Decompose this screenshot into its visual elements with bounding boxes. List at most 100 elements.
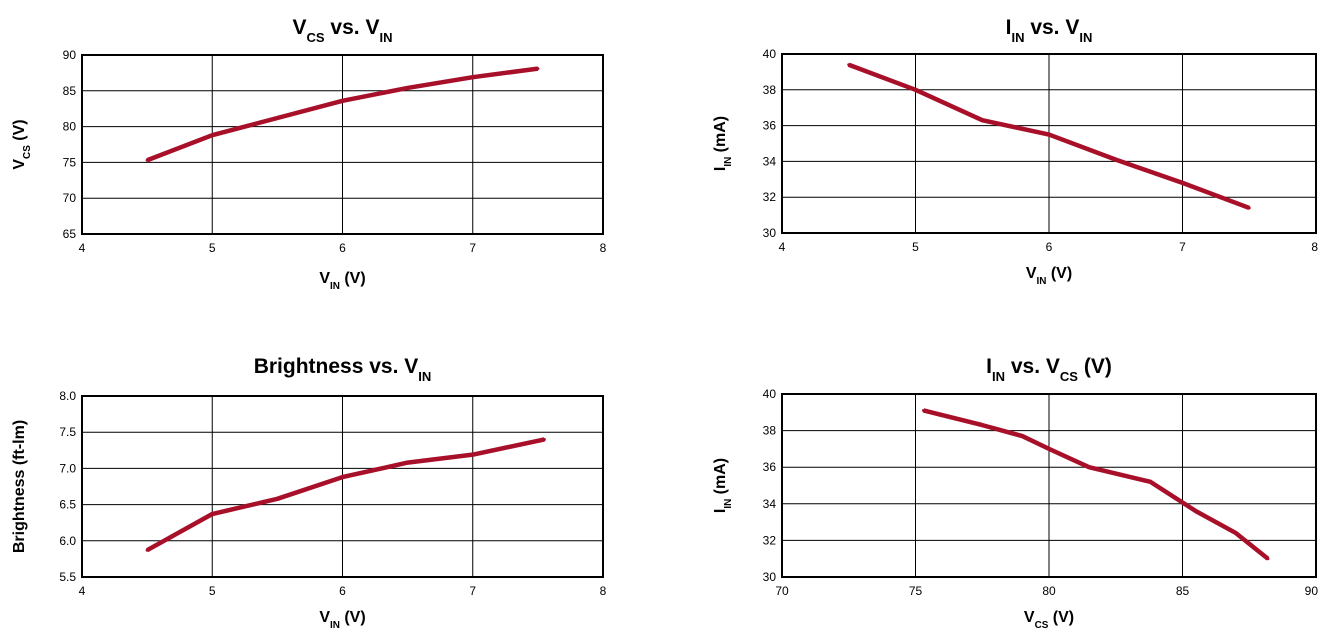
y-tick-label: 40 <box>763 387 777 401</box>
x-axis-label-part: V <box>319 609 330 626</box>
x-axis-label: VCS (V) <box>1024 609 1074 631</box>
chart-title-part: vs. V <box>1024 16 1079 39</box>
data-point <box>275 497 279 501</box>
x-axis-label-part: (V) <box>1046 265 1072 282</box>
y-tick-label: 6.0 <box>59 534 76 548</box>
data-point <box>1181 181 1184 185</box>
y-tick-label: 34 <box>763 497 777 511</box>
chart-title-part: vs. V <box>325 16 380 39</box>
chart-title-part: IN <box>992 369 1005 384</box>
data-point <box>145 158 149 162</box>
data-point <box>1194 509 1198 513</box>
y-tick-label: 7.0 <box>59 461 76 475</box>
chart-title-part: Brightness vs. V <box>254 355 419 378</box>
data-point <box>980 118 984 122</box>
x-axis-label-part: (V) <box>1048 609 1074 626</box>
chart-title: VCS vs. VIN <box>292 16 392 45</box>
y-tick-label: 70 <box>63 191 77 205</box>
plot-frame <box>81 395 604 578</box>
plot-frame <box>781 393 1317 578</box>
data-point <box>847 63 851 67</box>
chart-title-part: vs. V <box>1005 355 1060 378</box>
y-axis-label-part: I <box>712 167 729 171</box>
y-tick-label: 36 <box>763 460 777 474</box>
chart-title: Brightness vs. VIN <box>254 355 432 384</box>
series-line <box>922 408 1270 561</box>
data-point <box>471 75 475 79</box>
series-line <box>146 437 545 553</box>
chart-title-part: I <box>986 355 992 378</box>
y-tick-label: 32 <box>763 190 777 204</box>
data-point <box>145 548 149 552</box>
x-axis-label-part: V <box>1024 609 1035 626</box>
data-point <box>210 512 214 516</box>
y-tick-label: 38 <box>763 83 777 97</box>
y-tick-label: 6.5 <box>59 498 76 512</box>
y-axis-label-part: IN <box>723 499 734 509</box>
x-axis-label-part: (V) <box>340 270 366 287</box>
x-axis-label: VIN (V) <box>1026 265 1072 287</box>
data-point <box>406 461 410 465</box>
data-point <box>1047 133 1051 137</box>
x-tick-label: 6 <box>1046 240 1053 254</box>
x-axis-label: VIN (V) <box>319 270 365 292</box>
y-axis-label-part: (V) <box>11 119 28 145</box>
data-point <box>1266 557 1270 561</box>
chart-title: IIN vs. VCS (V) <box>986 355 1112 384</box>
chart-title-part: V <box>292 16 306 39</box>
chart-title-part: IN <box>418 369 431 384</box>
y-tick-label: 80 <box>63 120 77 134</box>
data-point <box>536 67 540 71</box>
x-tick-label: 70 <box>775 584 789 598</box>
y-tick-label: 75 <box>63 155 77 169</box>
chart-title-part: CS <box>307 30 325 45</box>
y-tick-label: 38 <box>763 424 777 438</box>
x-axis-label-part: (V) <box>340 609 366 626</box>
y-tick-label: 8.0 <box>59 389 76 403</box>
y-tick-label: 7.5 <box>59 425 76 439</box>
data-point <box>1247 206 1251 210</box>
x-axis-label-part: V <box>1026 265 1037 282</box>
x-tick-label: 90 <box>1305 584 1319 598</box>
y-axis-label-part: IN <box>723 157 734 167</box>
plot-frame <box>81 54 604 235</box>
y-axis-label: VCS (V) <box>11 119 33 169</box>
data-point <box>1234 531 1238 535</box>
x-tick-label: 80 <box>1042 584 1056 598</box>
chart-title-part: (V) <box>1078 355 1112 378</box>
data-point <box>471 453 475 457</box>
x-axis-label-part: IN <box>330 281 340 292</box>
y-axis-label-part: Brightness (ft-lm) <box>11 420 28 553</box>
data-point <box>210 133 214 137</box>
x-tick-label: 7 <box>469 584 476 598</box>
chart-title-part: IN <box>1079 30 1092 45</box>
data-point <box>406 86 410 90</box>
x-tick-label: 5 <box>209 584 216 598</box>
x-tick-label: 4 <box>79 584 86 598</box>
y-axis-label-part: I <box>712 509 729 513</box>
y-axis-label: Brightness (ft-lm) <box>11 420 28 553</box>
chart-title-part: I <box>1006 16 1012 39</box>
y-tick-label: 30 <box>763 226 777 240</box>
x-tick-label: 85 <box>1176 584 1190 598</box>
x-tick-label: 8 <box>600 241 607 255</box>
y-axis-label-part: V <box>11 159 28 170</box>
x-tick-label: 75 <box>909 584 923 598</box>
data-point <box>1087 465 1091 469</box>
y-axis-label-part: (mA) <box>712 458 729 499</box>
data-point <box>275 116 279 120</box>
chart-title-part: IN <box>1011 30 1024 45</box>
x-tick-label: 6 <box>339 584 346 598</box>
x-tick-label: 5 <box>912 240 919 254</box>
x-axis-label-part: CS <box>1035 620 1049 631</box>
x-tick-label: 8 <box>600 584 607 598</box>
chart-title-part: IN <box>379 30 392 45</box>
data-point <box>1148 480 1152 484</box>
y-tick-label: 36 <box>763 119 777 133</box>
x-axis-label-part: V <box>319 270 330 287</box>
data-point <box>1020 434 1024 438</box>
